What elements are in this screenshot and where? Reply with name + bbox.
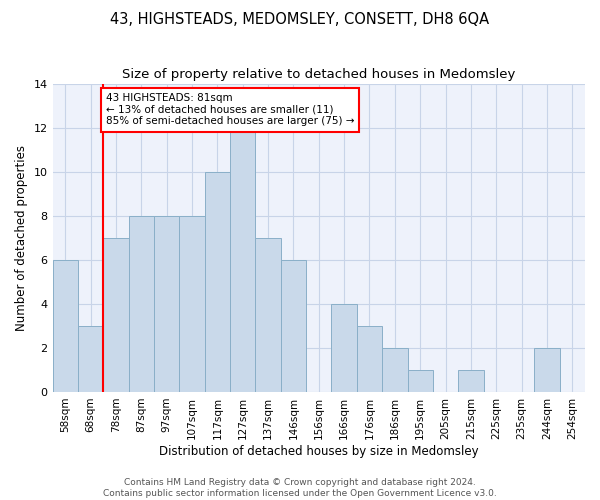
Bar [179,216,205,392]
Bar [458,370,484,392]
Bar [230,128,256,392]
Text: Contains HM Land Registry data © Crown copyright and database right 2024.
Contai: Contains HM Land Registry data © Crown c… [103,478,497,498]
Bar [256,238,281,392]
Bar [534,348,560,392]
Bar [331,304,357,392]
Bar [281,260,306,392]
X-axis label: Distribution of detached houses by size in Medomsley: Distribution of detached houses by size … [159,444,479,458]
Text: 43, HIGHSTEADS, MEDOMSLEY, CONSETT, DH8 6QA: 43, HIGHSTEADS, MEDOMSLEY, CONSETT, DH8 … [110,12,490,28]
Bar [53,260,78,392]
Text: 43 HIGHSTEADS: 81sqm
← 13% of detached houses are smaller (11)
85% of semi-detac: 43 HIGHSTEADS: 81sqm ← 13% of detached h… [106,93,354,126]
Bar [78,326,103,392]
Title: Size of property relative to detached houses in Medomsley: Size of property relative to detached ho… [122,68,515,80]
Bar [357,326,382,392]
Bar [382,348,407,392]
Bar [154,216,179,392]
Bar [128,216,154,392]
Bar [103,238,128,392]
Bar [407,370,433,392]
Bar [205,172,230,392]
Y-axis label: Number of detached properties: Number of detached properties [15,145,28,331]
